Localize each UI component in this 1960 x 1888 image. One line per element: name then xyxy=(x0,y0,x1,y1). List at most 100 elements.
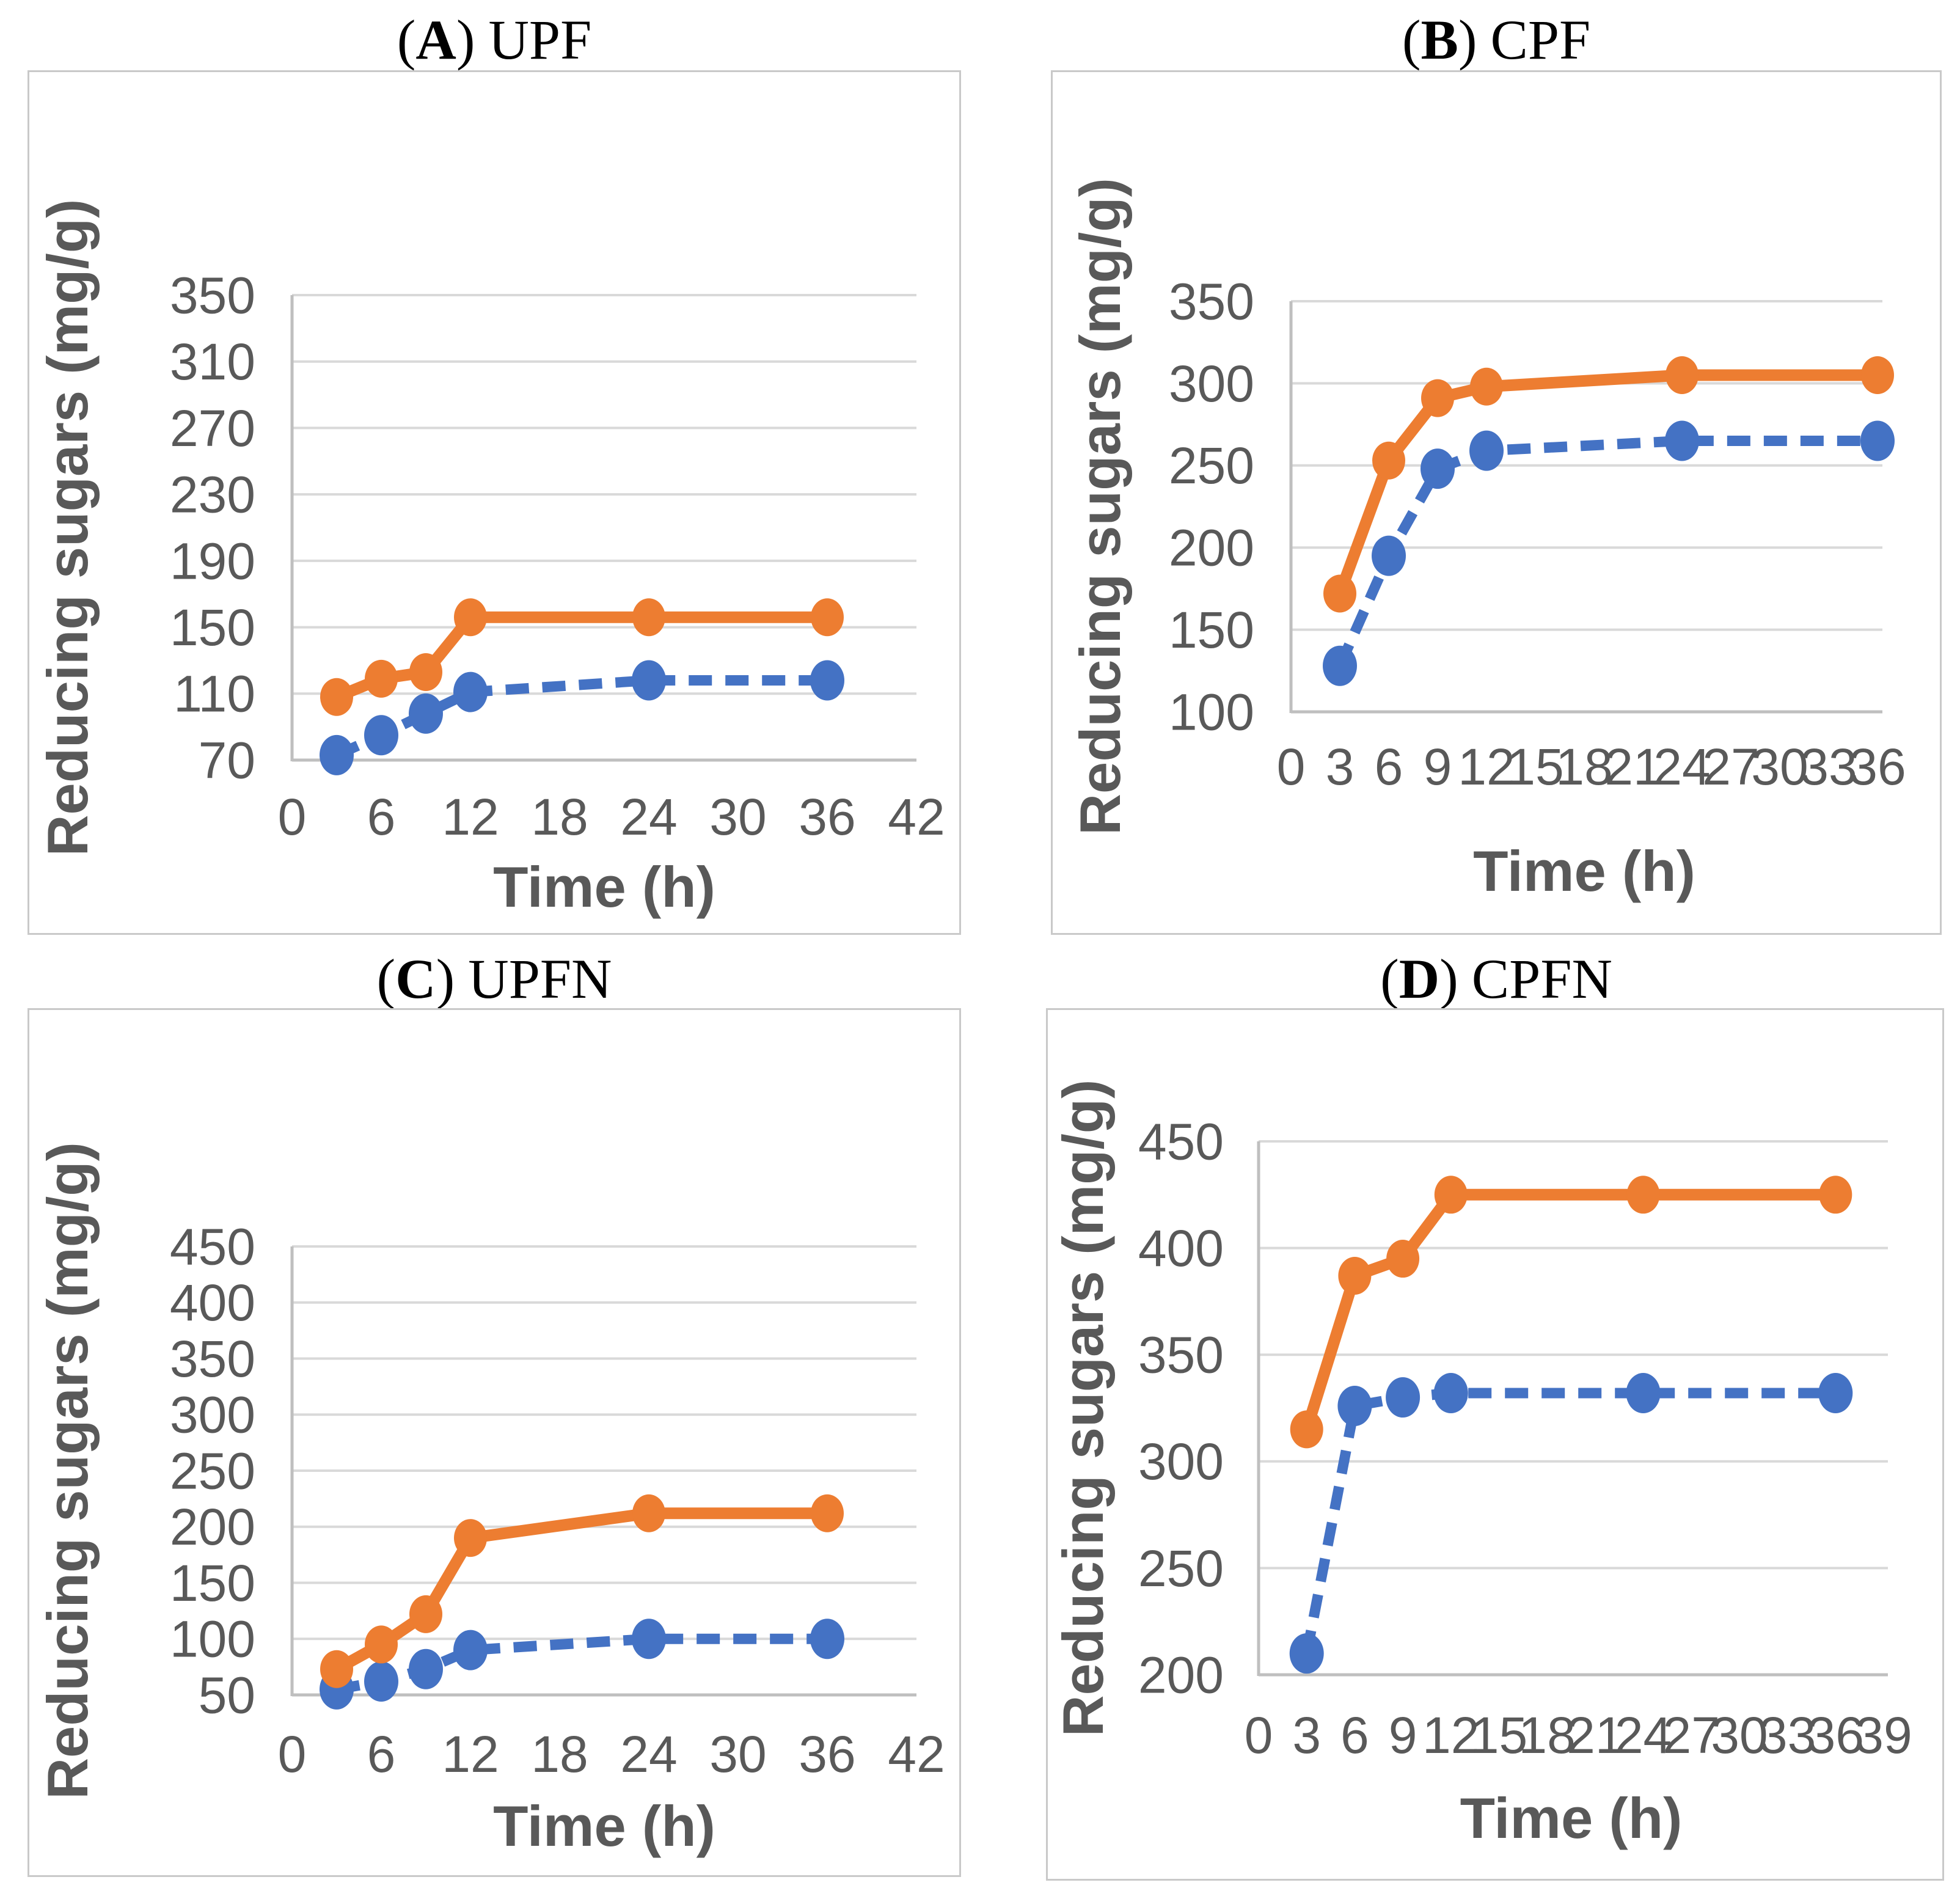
y-tick-label: 230 xyxy=(170,466,255,524)
chart-box-A: 70 110 150 190 230 270 310 350 0 6 12 18 24 30 36 42 Red… xyxy=(27,70,961,935)
data-point-marker-dashed-blue xyxy=(364,1661,398,1702)
data-point-marker-dashed-blue xyxy=(810,1619,844,1659)
y-tick-label: 270 xyxy=(170,400,255,457)
x-tick-label: 6 xyxy=(1375,738,1403,796)
title-paren-close: ) xyxy=(1439,948,1458,1010)
chart-title-B: (B) CPF xyxy=(1402,9,1590,71)
data-point-marker-dashed-blue xyxy=(632,660,666,701)
x-tick-label: 27 xyxy=(1702,738,1759,796)
data-point-marker-dashed-blue xyxy=(1665,420,1699,461)
x-tick-label: 0 xyxy=(1277,738,1306,796)
title-paren-open: ( xyxy=(1402,9,1421,71)
title-paren-close: ) xyxy=(456,9,475,71)
y-tick-label: 300 xyxy=(170,1386,255,1444)
data-point-marker-solid-orange xyxy=(1372,441,1405,480)
y-tick-label: 150 xyxy=(170,1554,255,1612)
x-tick-label: 24 xyxy=(1653,738,1710,796)
y-tick-label: 200 xyxy=(1138,1646,1224,1703)
data-point-marker-solid-orange xyxy=(320,1650,353,1688)
title-paren-open: ( xyxy=(376,948,396,1010)
chart-box-B: 100 150 200 250 300 350 0 3 6 9 12 15 18 21 24 27 30 33 36… xyxy=(1051,70,1942,935)
x-tick-label: 18 xyxy=(1556,738,1612,796)
x-tick-label: 33 xyxy=(1759,1707,1816,1764)
x-tick-label: 9 xyxy=(1389,1707,1417,1764)
data-point-marker-dashed-blue xyxy=(320,734,354,775)
y-tick-label: 300 xyxy=(1138,1433,1224,1490)
y-axis-title: Reducing sugars (mg/g) xyxy=(1068,178,1132,835)
x-axis-title: Time (h) xyxy=(1460,1786,1683,1850)
y-tick-label: 150 xyxy=(170,599,255,656)
x-tick-label: 0 xyxy=(278,1725,307,1783)
series-line-solid-orange xyxy=(1301,1188,1836,1432)
y-tick-label: 250 xyxy=(1138,1540,1224,1597)
data-point-marker-dashed-blue xyxy=(1818,1373,1853,1414)
y-tick-label: 450 xyxy=(170,1218,255,1275)
data-point-marker-solid-orange xyxy=(811,1494,844,1532)
series-line-dashed-blue xyxy=(1301,1388,1836,1655)
x-tick-label: 12 xyxy=(442,1725,499,1783)
data-point-marker-solid-orange xyxy=(409,653,442,691)
chart-box-D: 200 250 300 350 400 450 0 3 6 9 12 15 18 21 24 27 30 33 36… xyxy=(1046,1008,1944,1881)
y-tick-label: 70 xyxy=(199,731,255,789)
x-tick-label: 42 xyxy=(888,788,945,846)
data-point-marker-solid-orange xyxy=(1386,1240,1420,1278)
x-tick-label: 36 xyxy=(799,788,855,846)
series-line-dashed-blue xyxy=(1335,435,1878,668)
y-tick-label: 400 xyxy=(1138,1220,1224,1277)
y-axis-title: Reducing sugars (mg/g) xyxy=(1051,1080,1115,1737)
data-point-marker-dashed-blue xyxy=(1469,430,1504,471)
data-point-marker-solid-orange xyxy=(1434,1176,1468,1214)
y-tick-label: 350 xyxy=(1138,1326,1224,1384)
data-point-marker-dashed-blue xyxy=(810,660,844,701)
x-tick-label: 6 xyxy=(1340,1707,1369,1764)
panel-name: CPF xyxy=(1490,9,1591,71)
y-tick-label: 350 xyxy=(1169,273,1254,330)
x-tick-label: 12 xyxy=(442,788,499,846)
x-tick-label: 18 xyxy=(531,1725,588,1783)
x-tick-label: 36 xyxy=(799,1725,855,1783)
y-tick-label: 310 xyxy=(170,333,255,390)
data-point-marker-dashed-blue xyxy=(1626,1373,1661,1414)
panel-letter: D xyxy=(1399,948,1440,1010)
x-tick-label: 21 xyxy=(1604,738,1661,796)
x-tick-label: 30 xyxy=(1751,738,1808,796)
y-tick-label: 200 xyxy=(1169,519,1254,577)
x-tick-label: 0 xyxy=(1245,1707,1273,1764)
x-axis-title: Time (h) xyxy=(1473,839,1695,903)
y-tick-label: 200 xyxy=(170,1498,255,1556)
data-point-marker-dashed-blue xyxy=(453,671,488,712)
y-tick-label: 100 xyxy=(170,1611,255,1668)
x-tick-label: 36 xyxy=(1849,738,1906,796)
y-tick-label: 350 xyxy=(170,1330,255,1388)
y-axis-title: Reducing sugars (mg/g) xyxy=(35,1142,100,1799)
data-point-marker-solid-orange xyxy=(1626,1176,1660,1214)
x-tick-label: 6 xyxy=(367,788,396,846)
data-point-marker-dashed-blue xyxy=(1386,1377,1421,1418)
data-point-marker-dashed-blue xyxy=(632,1619,666,1659)
data-point-marker-solid-orange xyxy=(454,598,487,637)
data-point-marker-solid-orange xyxy=(1421,379,1454,417)
data-point-marker-solid-orange xyxy=(1338,1256,1372,1295)
data-point-marker-solid-orange xyxy=(1861,356,1894,394)
data-point-marker-dashed-blue xyxy=(1337,1386,1372,1427)
chart-box-C: 50 100 150 200 250 300 350 400 450 0 6 12 18 24 30 36 42… xyxy=(27,1008,961,1877)
x-tick-label: 33 xyxy=(1800,738,1857,796)
y-tick-label: 450 xyxy=(1138,1113,1224,1170)
x-tick-label: 3 xyxy=(1292,1707,1321,1764)
data-point-marker-dashed-blue xyxy=(1433,1373,1468,1414)
y-tick-label: 250 xyxy=(170,1442,255,1499)
x-tick-label: 12 xyxy=(1458,738,1515,796)
x-tick-label: 18 xyxy=(1518,1707,1575,1764)
x-tick-label: 27 xyxy=(1663,1707,1720,1764)
title-paren-close: ) xyxy=(436,948,455,1010)
series-line-solid-orange xyxy=(1334,369,1878,596)
data-point-marker-solid-orange xyxy=(811,598,844,637)
x-axis-title: Time (h) xyxy=(493,855,715,919)
x-axis-title: Time (h) xyxy=(493,1794,715,1858)
data-point-marker-solid-orange xyxy=(1666,356,1699,394)
panel-name: CPFN xyxy=(1471,948,1612,1010)
series-line-solid-orange xyxy=(334,1507,827,1675)
panel-name: UPF xyxy=(488,9,592,71)
